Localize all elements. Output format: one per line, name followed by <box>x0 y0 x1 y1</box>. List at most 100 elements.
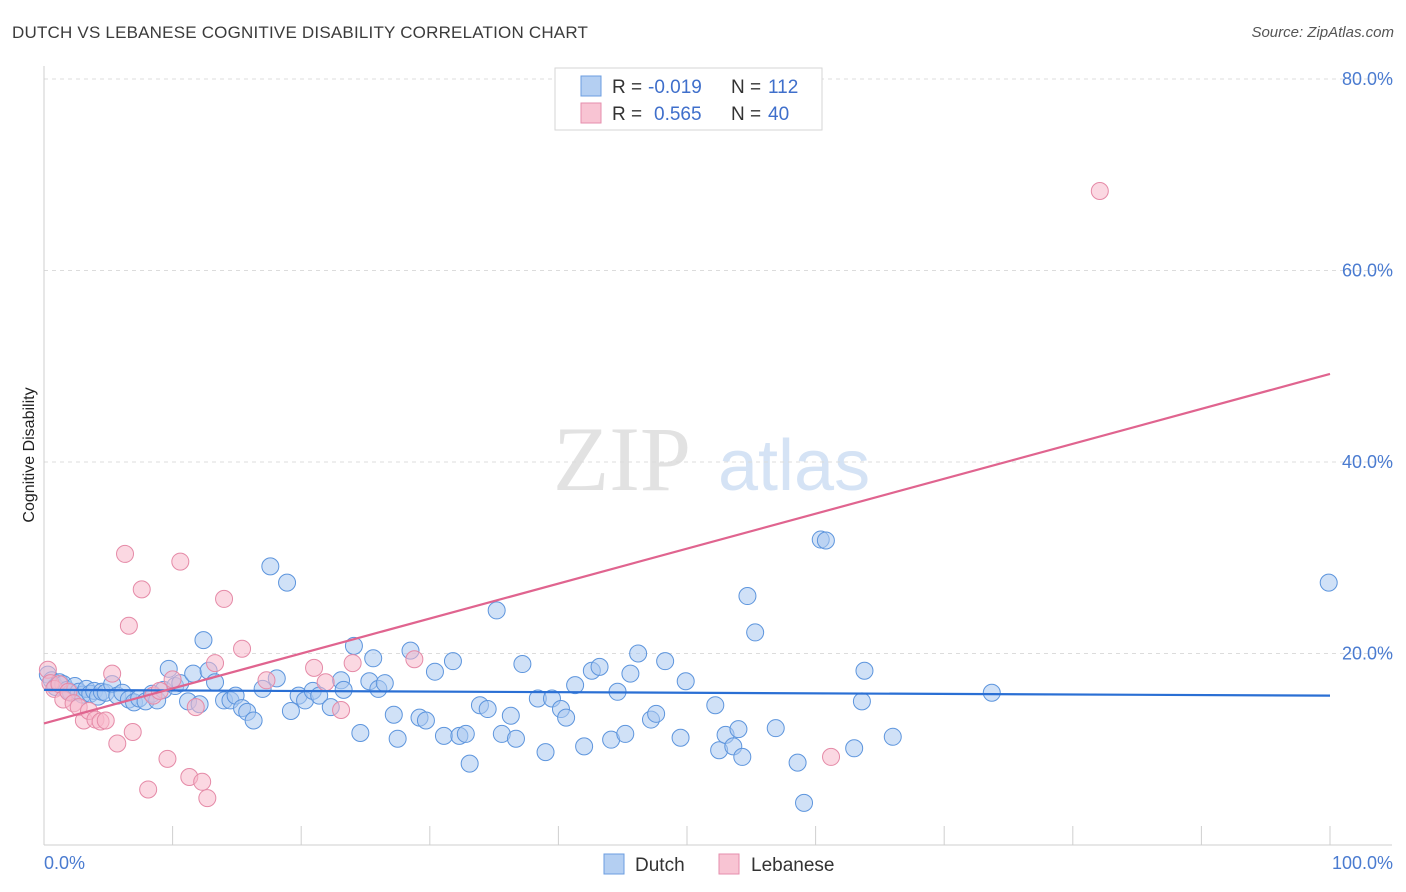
lebanese-point <box>405 650 424 669</box>
dutch-point <box>733 747 752 766</box>
dutch-point <box>261 557 280 576</box>
lebanese-point <box>343 654 362 673</box>
lebanese-point <box>171 552 190 571</box>
y-tick-label: 60.0% <box>1342 261 1393 281</box>
correlation-legend: R = -0.019 N = 112 R = 0.565 N = 40 <box>554 67 823 131</box>
trend-lines <box>43 372 1331 725</box>
dutch-point <box>536 743 555 762</box>
y-axis-label: Cognitive Disability <box>21 387 38 522</box>
legend-dutch-n-label: N = <box>731 77 761 98</box>
lebanese-point <box>1090 182 1109 201</box>
dutch-point <box>795 793 814 812</box>
dutch-point <box>676 672 695 691</box>
lebanese-point <box>198 789 217 808</box>
legend-lebanese-r-value: 0.565 <box>654 104 702 125</box>
dutch-point <box>375 674 394 693</box>
dutch-point <box>281 701 300 720</box>
dutch-point <box>616 724 635 743</box>
watermark-zip: ZIP <box>553 408 691 510</box>
dutch-point <box>647 704 666 723</box>
dutch-point <box>738 587 757 606</box>
bottom-legend-dutch-swatch <box>603 853 625 875</box>
dutch-point <box>788 753 807 772</box>
dutch-point <box>883 727 902 746</box>
lebanese-point <box>206 654 225 673</box>
lebanese-point <box>123 723 142 742</box>
lebanese-point <box>108 734 127 753</box>
dutch-point <box>1319 573 1338 592</box>
gridlines <box>44 78 1392 654</box>
legend-dutch-r-label: R = <box>612 77 642 98</box>
dutch-point <box>501 706 520 725</box>
legend-lebanese-n-label: N = <box>731 104 761 125</box>
lebanese-point <box>316 673 335 692</box>
legend-dutch-r-value: -0.019 <box>648 77 702 98</box>
dutch-point <box>706 696 725 715</box>
dutch-point <box>671 728 690 747</box>
lebanese-point <box>305 658 324 677</box>
dutch-point <box>388 729 407 748</box>
source-attribution: Source: ZipAtlas.com <box>1251 24 1394 41</box>
dutch-point <box>766 719 785 738</box>
dutch-point <box>244 711 263 730</box>
lebanese-point <box>215 589 234 608</box>
dutch-point <box>456 724 475 743</box>
lebanese-point <box>193 772 212 791</box>
axes <box>43 66 1392 846</box>
dutch-point <box>487 601 506 620</box>
lebanese-point <box>139 780 158 799</box>
dutch-point <box>334 680 353 699</box>
dutch-trend-line <box>43 688 1331 697</box>
lebanese-point <box>132 580 151 599</box>
x-tick-label: 100.0% <box>1332 853 1393 873</box>
chart-title: DUTCH VS LEBANESE COGNITIVE DISABILITY C… <box>12 23 589 42</box>
lebanese-trend-line <box>43 372 1331 725</box>
dutch-point <box>194 631 213 650</box>
y-tick-labels: 20.0% 40.0% 60.0% 80.0% <box>1342 69 1393 664</box>
legend-lebanese-n-value: 40 <box>768 104 789 125</box>
y-tick-label: 20.0% <box>1342 644 1393 664</box>
dutch-point <box>621 664 640 683</box>
legend-dutch-n-value: 112 <box>768 77 798 98</box>
lebanese-point <box>186 698 205 717</box>
bottom-legend-dutch-label: Dutch <box>635 855 685 876</box>
dutch-point <box>443 652 462 671</box>
legend-lebanese-swatch <box>580 102 602 124</box>
dutch-point <box>351 723 370 742</box>
dutch-point <box>746 623 765 642</box>
lebanese-point <box>96 711 115 730</box>
dutch-point <box>575 737 594 756</box>
y-tick-label: 40.0% <box>1342 452 1393 472</box>
lebanese-point <box>158 749 177 768</box>
watermark-atlas: atlas <box>718 426 870 506</box>
bottom-legend-lebanese-swatch <box>718 853 740 875</box>
x-tick-labels: 0.0% 100.0% <box>44 853 1393 873</box>
dutch-point <box>460 754 479 773</box>
lebanese-point <box>332 700 351 719</box>
dutch-point <box>384 705 403 724</box>
dutch-point <box>566 676 585 695</box>
dutch-point <box>434 726 453 745</box>
lebanese-point <box>163 670 182 689</box>
dutch-point <box>557 708 576 727</box>
dutch-point <box>364 649 383 668</box>
dutch-point <box>845 739 864 758</box>
bottom-legend-lebanese-label: Lebanese <box>751 855 834 876</box>
lebanese-points <box>38 182 1109 808</box>
lebanese-point <box>116 544 135 563</box>
dutch-point <box>425 662 444 681</box>
legend-lebanese-r-label: R = <box>612 104 642 125</box>
dutch-point <box>656 652 675 671</box>
lebanese-point <box>119 616 138 635</box>
dutch-point <box>184 664 203 683</box>
dutch-point <box>278 573 297 592</box>
x-tick-label: 0.0% <box>44 853 85 873</box>
lebanese-point <box>233 639 252 658</box>
dutch-point <box>416 711 435 730</box>
lebanese-point <box>822 747 841 766</box>
dutch-point <box>729 720 748 739</box>
dutch-point <box>478 700 497 719</box>
dutch-point <box>855 661 874 680</box>
lebanese-point <box>103 664 122 683</box>
